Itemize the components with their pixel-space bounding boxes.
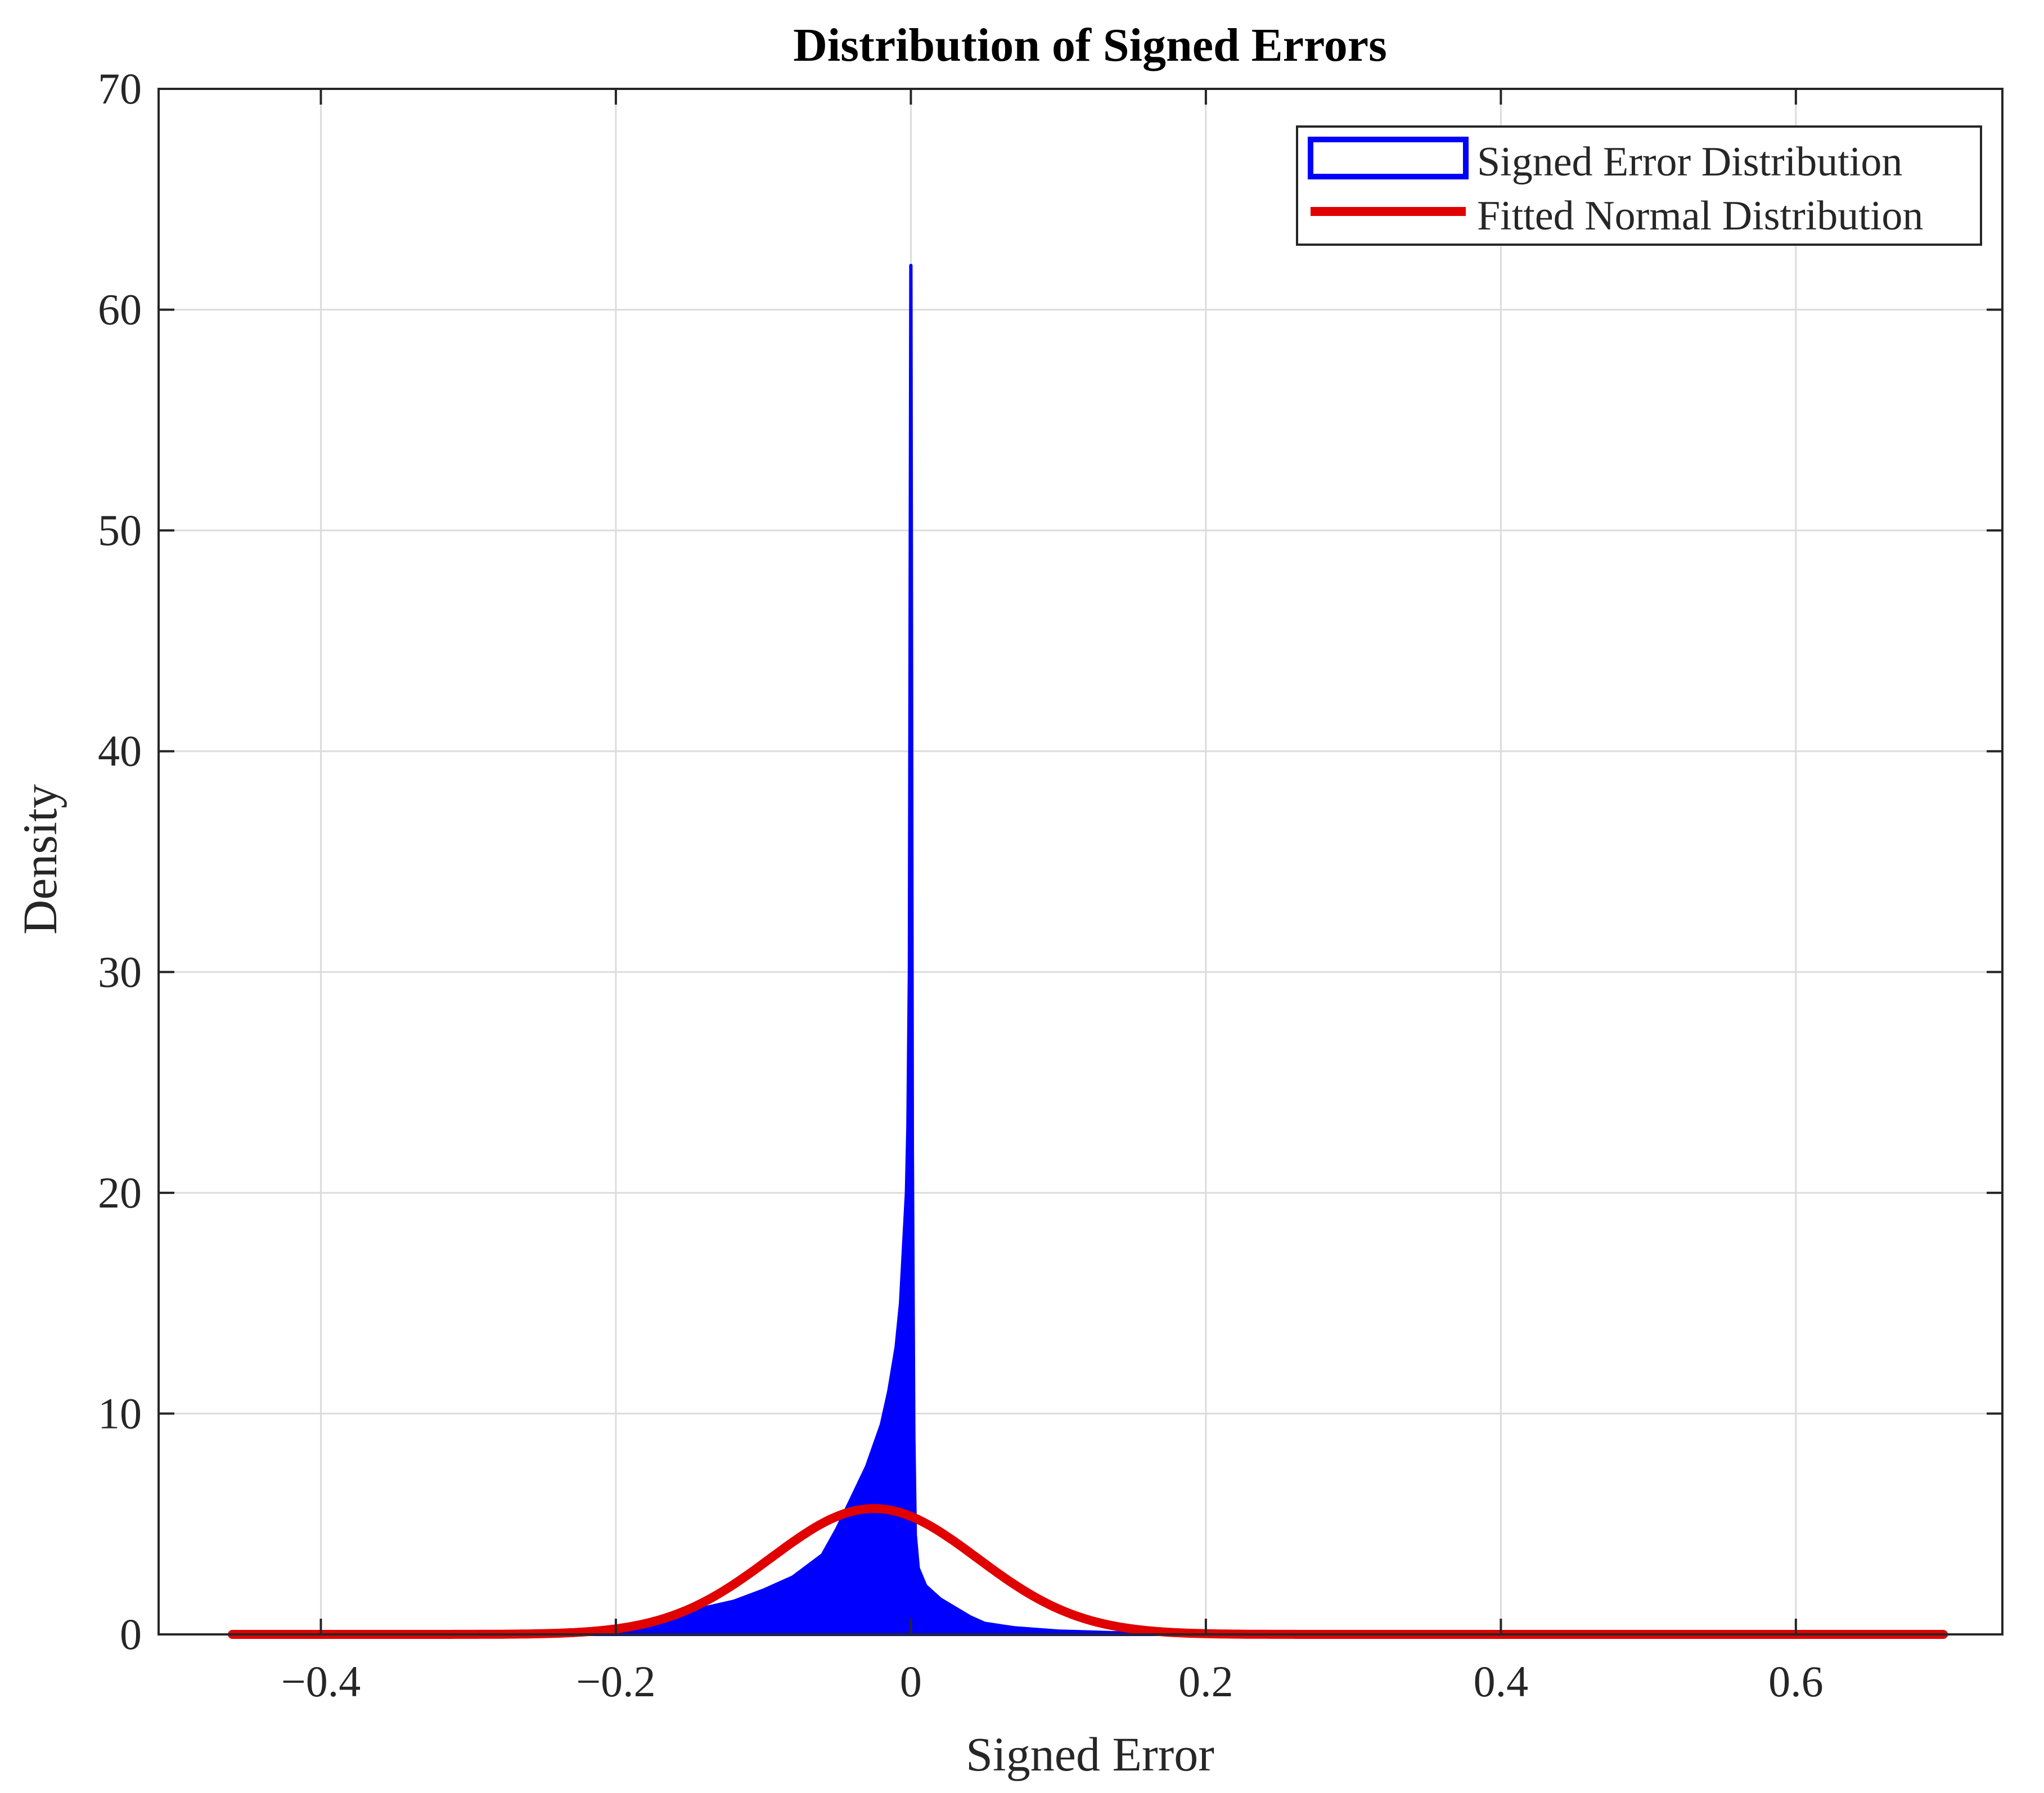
y-axis-ticks: 0 10 20 30 40 50 60 70	[98, 64, 2002, 1659]
y-tick-label: 30	[98, 947, 142, 996]
x-tick-label: −0.4	[281, 1657, 361, 1706]
y-tick-label: 0	[120, 1610, 142, 1659]
x-tick-label: −0.2	[576, 1657, 656, 1706]
y-tick-label: 20	[98, 1168, 142, 1217]
x-tick-label: 0.6	[1768, 1657, 1824, 1706]
legend-label-histogram: Signed Error Distribution	[1477, 139, 1902, 185]
y-tick-label: 50	[98, 506, 142, 555]
x-tick-label: 0.4	[1474, 1657, 1529, 1706]
y-axis-label: Density	[13, 784, 67, 935]
legend-swatch-histogram	[1308, 137, 1469, 179]
legend: Signed Error Distribution Fitted Normal …	[1296, 125, 1982, 246]
y-tick-label: 10	[98, 1389, 142, 1438]
histogram-area	[231, 264, 1946, 1636]
plot-area-frame	[157, 88, 2004, 1636]
y-tick-label: 70	[98, 64, 142, 113]
chart-title: Distribution of Signed Errors	[793, 19, 1387, 71]
legend-label-fitted: Fitted Normal Distribution	[1477, 193, 1923, 239]
x-axis-label: Signed Error	[966, 1727, 1214, 1781]
y-tick-label: 60	[98, 285, 142, 334]
x-tick-label: 0	[900, 1657, 922, 1706]
y-tick-label: 40	[98, 727, 142, 776]
series-signed-error-histogram	[231, 264, 1946, 1636]
x-tick-label: 0.2	[1178, 1657, 1233, 1706]
x-axis-ticks: −0.4 −0.2 0 0.2 0.4 0.6	[281, 89, 1824, 1706]
